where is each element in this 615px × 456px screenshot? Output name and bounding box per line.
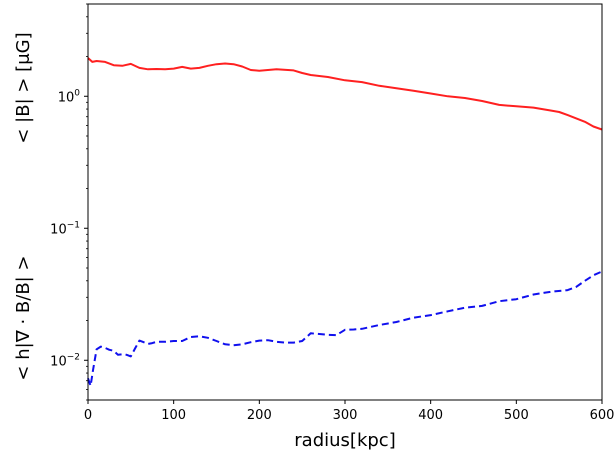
series-line-1 xyxy=(87,270,603,387)
y-axis-label-bottom: < h|∇ · B/B| > xyxy=(13,255,34,380)
x-tick-label: 100 xyxy=(161,408,186,423)
x-tick-label: 400 xyxy=(418,408,443,423)
plot-area xyxy=(88,4,602,400)
x-axis: 0 100 200 300 400 500 600 xyxy=(84,400,615,423)
y-axis-label-top: < |B| > [μG] xyxy=(13,32,34,143)
x-tick-label: 500 xyxy=(504,408,529,423)
y-tick-label: 10−1 xyxy=(50,220,80,237)
series-line-0 xyxy=(87,57,603,131)
x-tick-label: 600 xyxy=(590,408,615,423)
y-tick-label: 100 xyxy=(58,88,81,105)
y-tick-label: 10−2 xyxy=(50,352,80,369)
x-tick-label: 0 xyxy=(84,408,92,423)
x-tick-label: 300 xyxy=(333,408,358,423)
x-axis-label: radius[kpc] xyxy=(294,430,395,451)
x-tick-label: 200 xyxy=(247,408,272,423)
y-axis: 100 10−1 10−2 xyxy=(50,3,88,401)
series-layer xyxy=(87,57,603,387)
